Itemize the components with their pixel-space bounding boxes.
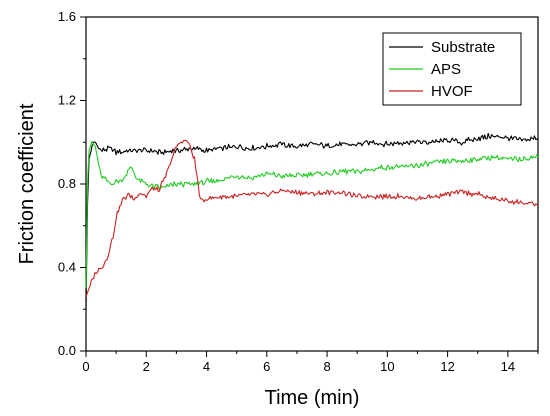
x-axis-label: Time (min) — [265, 387, 360, 409]
y-tick-label: 1.2 — [58, 93, 76, 108]
tick-layer: 0 2 4 6 8 10 12 14 0.0 0.4 0.8 1.2 1.6 — [58, 9, 539, 374]
x-tick-label: 10 — [380, 359, 394, 374]
y-tick-label: 1.6 — [58, 9, 76, 24]
series-layer — [85, 132, 539, 310]
series-line-hvof — [85, 139, 539, 297]
x-tick-label: 8 — [323, 359, 330, 374]
y-tick-label: 0.4 — [58, 260, 76, 275]
series-line-aps — [85, 140, 539, 289]
x-tick-label: 12 — [440, 359, 454, 374]
y-axis-label: Friction coefficient — [16, 103, 38, 264]
x-tick-label: 2 — [143, 359, 150, 374]
y-tick-label: 0.8 — [58, 176, 76, 191]
legend-label-aps: APS — [431, 61, 461, 78]
legend-label-substrate: Substrate — [431, 39, 495, 56]
x-tick-label: 0 — [82, 359, 89, 374]
legend: Substrate APS HVOF — [382, 32, 522, 106]
x-tick-label: 4 — [203, 359, 210, 374]
x-tick-label: 14 — [501, 359, 515, 374]
series-line-substrate — [85, 132, 539, 310]
legend-label-hvof: HVOF — [431, 83, 473, 100]
x-tick-label: 6 — [263, 359, 270, 374]
y-tick-label: 0.0 — [58, 343, 76, 358]
